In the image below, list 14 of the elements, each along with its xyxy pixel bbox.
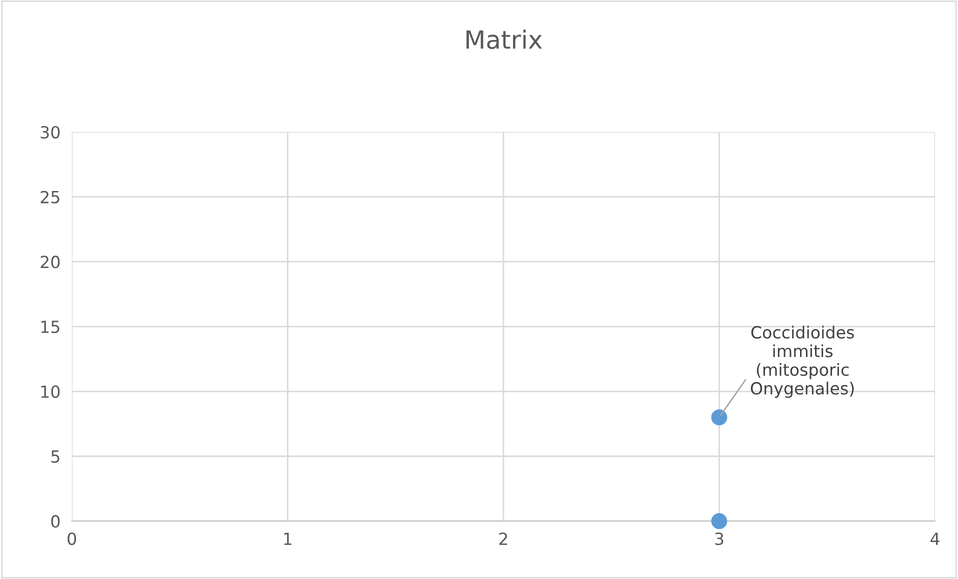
y-tick-label: 30 (40, 126, 60, 139)
y-tick-label: 25 (40, 190, 60, 204)
x-tick-label: 0 (68, 532, 76, 546)
y-tick-label: 15 (41, 320, 60, 334)
chart-title: Matrix (466, 30, 542, 50)
y-tick-label: 5 (51, 450, 60, 463)
x-tick-label: 2 (499, 532, 508, 545)
x-tick-label: 1 (284, 532, 292, 545)
y-tick-label: 0 (51, 515, 60, 528)
y-tick-label: 10 (41, 385, 60, 398)
x-tick-label: 3 (715, 532, 724, 546)
annotation: Coccidioides immitis (mitosporic Onygenales) (750, 326, 854, 398)
y-tick-label: 20 (40, 256, 60, 268)
x-tick-label: 4 (930, 532, 940, 545)
